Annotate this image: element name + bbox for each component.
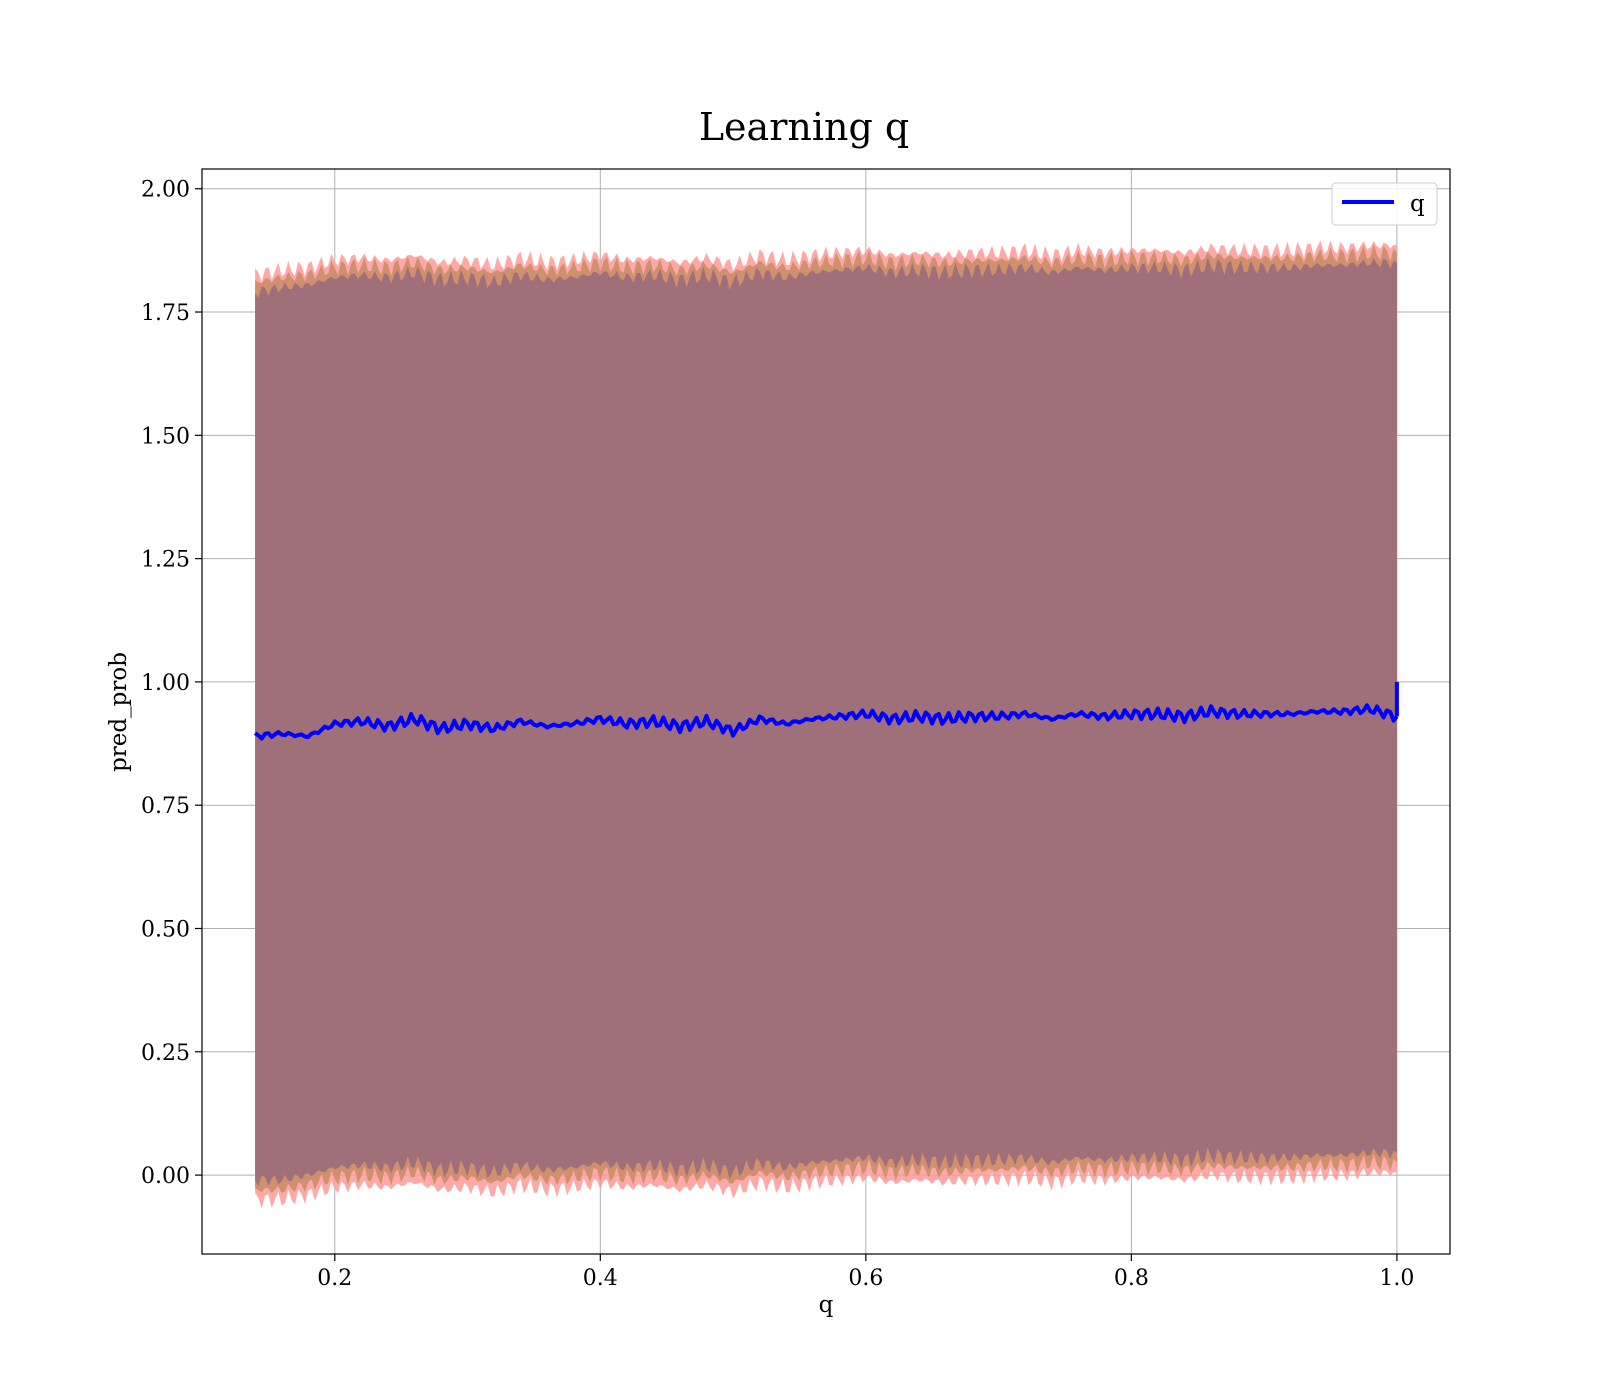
- y-tick-label: 1.25: [141, 548, 190, 573]
- x-tick-label: 1.0: [1379, 1266, 1414, 1291]
- axis-ticks: 0.2 0.4 0.6 0.8 1.0 0.00 0.25 0.50 0.75 1.00 1.25 1…: [141, 178, 1414, 1291]
- series-lines: [253, 681, 1399, 741]
- y-tick-label: 0.00: [141, 1164, 190, 1189]
- y-tick-label: 0.75: [141, 794, 190, 819]
- x-tick-label: 0.8: [1114, 1266, 1149, 1291]
- confidence-band: [255, 257, 1397, 1187]
- x-tick-label: 0.6: [848, 1266, 883, 1291]
- y-tick-label: 1.50: [141, 424, 190, 449]
- plot-frame: [201, 168, 1451, 1255]
- y-tick-label: 1.75: [141, 301, 190, 326]
- y-tick-label: 1.00: [141, 671, 190, 696]
- chart-title: Learning q: [699, 105, 909, 149]
- legend-label: q: [1410, 191, 1425, 217]
- y-tick-label: 2.00: [141, 178, 190, 203]
- x-axis-label: q: [819, 1292, 834, 1318]
- x-tick-label: 0.4: [583, 1266, 618, 1291]
- y-axis-label: pred_prob: [106, 652, 132, 772]
- series-line-q: [253, 681, 1399, 741]
- y-tick-label: 0.25: [141, 1041, 190, 1066]
- x-tick-label: 0.2: [317, 1266, 352, 1291]
- legend: q: [1331, 182, 1438, 226]
- confidence-bands: [255, 240, 1397, 1209]
- y-tick-label: 0.50: [141, 918, 190, 943]
